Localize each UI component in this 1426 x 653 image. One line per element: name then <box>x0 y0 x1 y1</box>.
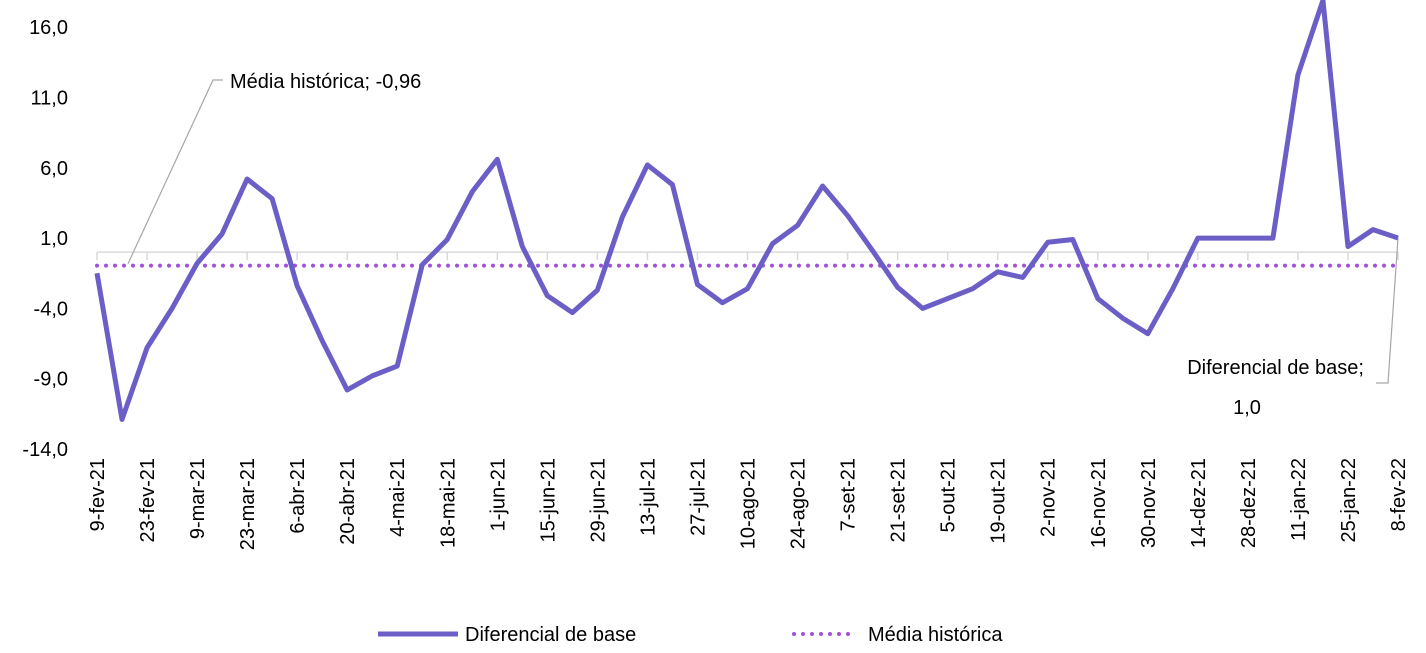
y-tick-label: 6,0 <box>40 158 68 180</box>
annotation: Diferencial de base; <box>1187 357 1364 379</box>
x-tick-label: 24-ago-21 <box>788 458 810 549</box>
y-tick-label: 11,0 <box>31 87 68 109</box>
x-tick-label: 2-nov-21 <box>1038 458 1060 537</box>
series-line <box>94 0 1399 422</box>
x-tick-label: 14-dez-21 <box>1188 458 1210 548</box>
x-tick-label: 4-mai-21 <box>387 458 409 537</box>
x-tick-label: 25-jan-22 <box>1338 458 1360 543</box>
x-tick-label: 5-out-21 <box>938 458 960 533</box>
x-tick-label: 1-jun-21 <box>487 458 509 531</box>
y-tick-label: 16,0 <box>29 17 68 39</box>
x-tick-label: 13-jul-21 <box>637 458 659 536</box>
y-tick-label: -9,0 <box>34 369 68 391</box>
x-tick-label: 10-ago-21 <box>738 458 760 549</box>
leader-line <box>1376 238 1399 384</box>
leader-line <box>127 79 223 264</box>
x-tick-label: 23-fev-21 <box>137 458 159 543</box>
x-tick-label: 27-jul-21 <box>687 458 709 536</box>
x-tick-label: 8-fev-22 <box>1388 458 1410 531</box>
legend-label: Diferencial de base <box>465 624 636 646</box>
x-tick-label: 18-mai-21 <box>437 458 459 548</box>
x-tick-label: 6-abr-21 <box>287 458 309 534</box>
x-tick-label: 20-abr-21 <box>337 458 359 545</box>
annotation: 1,0 <box>1233 397 1261 419</box>
x-tick-label: 30-nov-21 <box>1138 458 1160 548</box>
legend-label: Média histórica <box>868 624 1003 646</box>
x-tick-label: 9-mar-21 <box>187 458 209 539</box>
x-tick-label: 16-nov-21 <box>1088 458 1110 548</box>
annotation: Média histórica; -0,96 <box>230 71 421 93</box>
x-tick-label: 15-jun-21 <box>537 458 559 543</box>
x-tick-label: 7-set-21 <box>838 458 860 531</box>
y-tick-label: -14,0 <box>22 439 68 461</box>
x-tick-label: 28-dez-21 <box>1238 458 1260 548</box>
x-tick-label: 29-jun-21 <box>587 458 609 543</box>
x-tick-label: 11-jan-22 <box>1288 458 1310 541</box>
x-tick-label: 19-out-21 <box>988 458 1010 544</box>
y-tick-label: 1,0 <box>40 228 68 250</box>
x-tick-label: 9-fev-21 <box>87 458 109 531</box>
x-tick-label: 23-mar-21 <box>237 458 259 550</box>
x-tick-label: 21-set-21 <box>888 458 910 543</box>
y-tick-label: -4,0 <box>34 298 68 320</box>
